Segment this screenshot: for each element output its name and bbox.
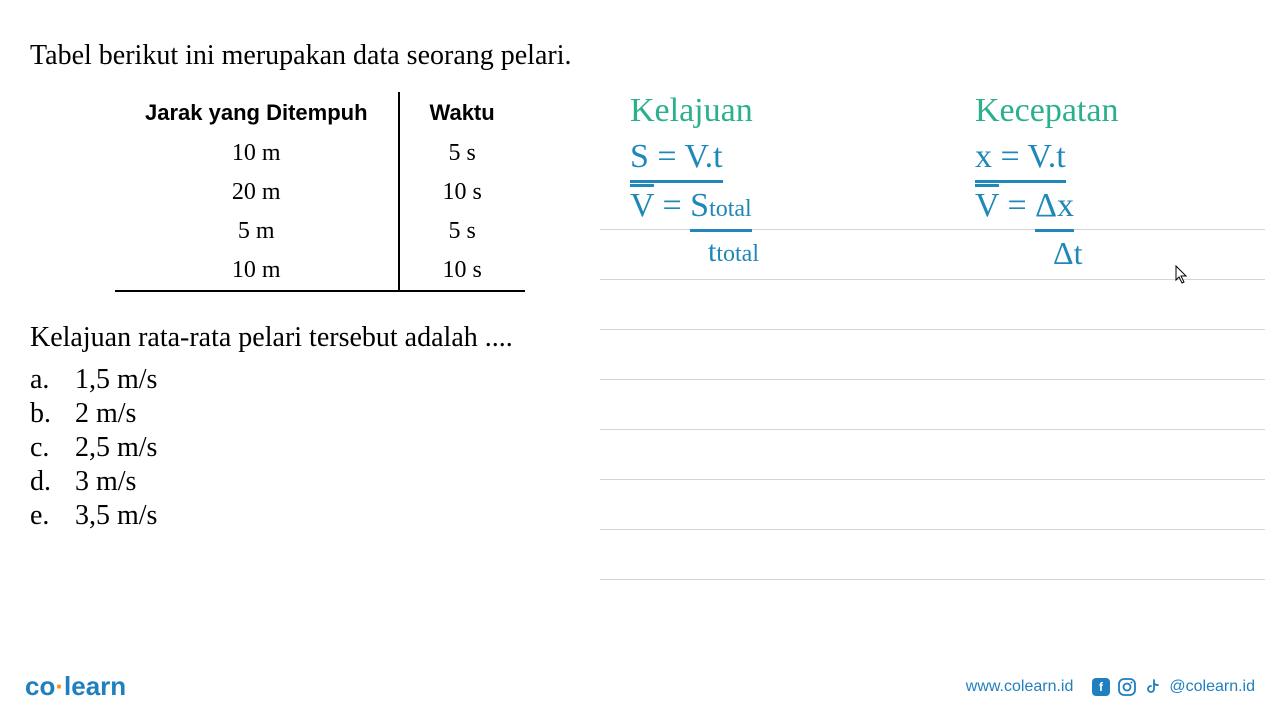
table-cell: 10 s [399,251,525,291]
option-c: c. 2,5 m/s [30,432,1250,464]
kecepatan-title: Kecepatan [975,88,1118,134]
table-cell: 10 m [115,134,399,173]
tiktok-icon [1143,677,1163,697]
kelajuan-title: Kelajuan [630,88,759,134]
colearn-logo: co·learn [25,671,126,702]
option-text: 3,5 m/s [75,500,157,532]
option-d: d. 3 m/s [30,466,1250,498]
footer-right: www.colearn.id f @colearn.id [966,677,1255,697]
handwriting-kecepatan: Kecepatan x = V.t V = Δx Δt [975,88,1118,275]
option-letter: b. [30,398,75,430]
footer: co·learn www.colearn.id f @colearn.id [0,671,1280,702]
answer-options: a. 1,5 m/s b. 2 m/s c. 2,5 m/s d. 3 m/s … [30,364,1250,532]
option-text: 3 m/s [75,466,136,498]
table-cell: 20 m [115,173,399,212]
table-header: Jarak yang Ditempuh [115,92,399,134]
question-text: Kelajuan rata-rata pelari tersebut adala… [30,322,1250,354]
option-letter: e. [30,500,75,532]
kelajuan-formula-1: S = V.t [630,134,723,183]
social-icons: f @colearn.id [1091,677,1255,697]
option-text: 1,5 m/s [75,364,157,396]
table-row: 5 m 5 s [115,212,525,251]
option-letter: c. [30,432,75,464]
table-row: 10 m 5 s [115,134,525,173]
facebook-icon: f [1091,677,1111,697]
table-header-row: Jarak yang Ditempuh Waktu [115,92,525,134]
social-handle: @colearn.id [1169,678,1255,696]
footer-url: www.colearn.id [966,678,1074,696]
table-cell: 10 s [399,173,525,212]
table-row: 10 m 10 s [115,251,525,291]
table-cell: 5 s [399,212,525,251]
logo-co: co [25,671,55,701]
option-letter: a. [30,364,75,396]
option-text: 2 m/s [75,398,136,430]
handwriting-kelajuan: Kelajuan S = V.t V = Stotal ttotal [630,88,759,272]
table-cell: 5 m [115,212,399,251]
logo-dot: · [55,671,64,701]
option-b: b. 2 m/s [30,398,1250,430]
logo-learn: learn [64,671,126,701]
option-letter: d. [30,466,75,498]
option-e: e. 3,5 m/s [30,500,1250,532]
option-a: a. 1,5 m/s [30,364,1250,396]
table-cell: 5 s [399,134,525,173]
table-header: Waktu [399,92,525,134]
table-cell: 10 m [115,251,399,291]
cursor-icon [1175,265,1189,290]
kecepatan-formula-1: x = V.t [975,134,1066,183]
option-text: 2,5 m/s [75,432,157,464]
instagram-icon [1117,677,1137,697]
data-table: Jarak yang Ditempuh Waktu 10 m 5 s 20 m … [115,92,525,292]
intro-text: Tabel berikut ini merupakan data seorang… [30,40,1250,72]
table-row: 20 m 10 s [115,173,525,212]
